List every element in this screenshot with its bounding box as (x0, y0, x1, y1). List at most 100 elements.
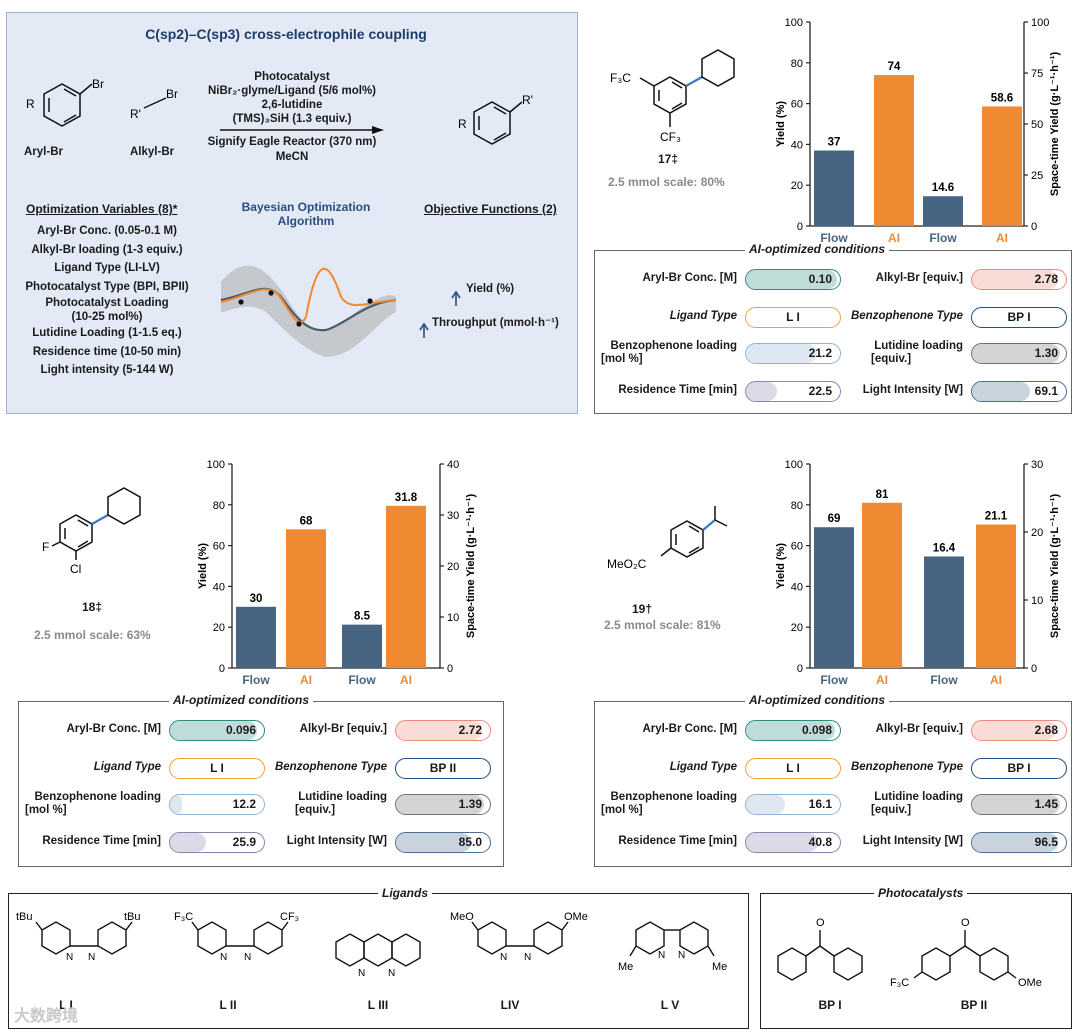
lutidine-pill-fill (972, 344, 1061, 363)
residence-time-pill-value: 40.8 (808, 835, 832, 849)
ligand-label-5: L V (660, 998, 680, 1012)
light-intensity-pill: 85.0 (395, 832, 491, 853)
watermark-text: 大数跨境 (14, 1008, 79, 1025)
y-tick-label: 80 (213, 500, 225, 512)
objective-functions-title: Objective Functions (2) (424, 202, 557, 216)
product-structure (473, 101, 523, 145)
bar-value-label: 58.6 (991, 92, 1013, 104)
bp-loading-pill: 21.2 (745, 343, 841, 364)
ligand-structures: tBu tBu N N F₃C CF₃ N N N N MeO OMe N N Me M… (16, 911, 727, 979)
bp-loading-line1: Benzophenone loading (34, 791, 162, 803)
conditions-panel-19: AI-optimized conditions Aryl-Br Conc. [M]… (594, 693, 1072, 867)
lutidine-line1: Lutidine loading (874, 791, 963, 803)
x-category-label: Flow (930, 673, 958, 687)
y2-tick-label: 40 (447, 459, 459, 471)
light-intensity-pill-value: 85.0 (458, 835, 482, 849)
bp-loading-pill-fill (746, 344, 817, 363)
residence-time-pill: 25.9 (169, 832, 265, 853)
bayesian-optimization-plot (220, 265, 397, 357)
bar-value-label: 68 (300, 515, 313, 527)
objective-up-arrows (419, 290, 461, 338)
bp-loading-pill-value: 21.2 (808, 346, 832, 360)
bp-loading-pill-value: 12.2 (232, 797, 256, 811)
y2-tick-label: 0 (1031, 663, 1037, 675)
svg-text:CF₃: CF₃ (280, 911, 299, 923)
lutidine-pill-fill (396, 795, 485, 814)
light-intensity-label: Light Intensity [W] (286, 835, 387, 847)
residence-time-pill-fill (746, 833, 819, 852)
ligand-label-2: L II (219, 998, 237, 1012)
lutidine-label: Lutidine loading [equiv.] (843, 340, 963, 366)
y-axis-title: Yield (%) (197, 543, 209, 589)
y2-tick-label: 10 (447, 612, 459, 624)
conditions-panel-title: AI-optimized conditions (169, 693, 313, 707)
bp-loading-pill-fill (170, 795, 183, 814)
alkyl-br-pill-fill (972, 270, 1059, 289)
y-tick-label: 40 (791, 581, 803, 593)
product-r-label: R (458, 117, 467, 131)
svg-text:tBu: tBu (124, 911, 141, 923)
conditions-panel-title: AI-optimized conditions (745, 693, 889, 707)
bar-flow-yield (814, 527, 854, 668)
bp-type-pill: BP I (971, 758, 1067, 779)
ligand-type-pill: L I (745, 307, 841, 328)
product-18-label: 18‡ (82, 600, 103, 614)
y2-axis-title: Space-time Yield (g·L⁻¹·h⁻¹) (465, 494, 477, 639)
bp-type-pill-value: BP I (1007, 761, 1031, 775)
conditions-above-arrow: Photocatalyst NiBr₂·glyme/Ligand (5/6 mo… (207, 71, 377, 125)
bar-flow-sty (924, 556, 964, 668)
residence-time-pill: 40.8 (745, 832, 841, 853)
bp-loading-line1: Benzophenone loading (610, 791, 738, 803)
bar-value-label: 74 (888, 61, 901, 73)
conditions-panel-17: AI-optimized conditions Aryl-Br Conc. [M]… (594, 242, 1072, 414)
alkyl-br-pill: 2.78 (971, 269, 1067, 290)
product-19-structure: MeO₂C (607, 506, 728, 571)
y2-tick-label: 50 (1031, 119, 1043, 131)
y2-tick-label: 20 (447, 561, 459, 573)
product-17-structure: F₃C CF₃ (610, 49, 735, 144)
bar-ai-yield (862, 502, 902, 668)
aryl-conc-pill-fill (746, 721, 836, 740)
reaction-scheme-drawing: Br R R' Br R' R (26, 77, 533, 357)
y-tick-label: 0 (797, 663, 803, 675)
light-intensity-pill-fill (972, 382, 1031, 401)
light-intensity-pill-value: 96.5 (1034, 835, 1058, 849)
aryl-conc-pill: 0.10 (745, 269, 841, 290)
lutidine-line1: Lutidine loading (298, 791, 387, 803)
conditions-panel-title: AI-optimized conditions (745, 242, 889, 256)
aryl-conc-pill-fill (746, 270, 838, 289)
y-tick-label: 100 (785, 459, 803, 471)
lutidine-pill: 1.45 (971, 794, 1067, 815)
bp-loading-label: Benzophenone loading [mol %] (595, 340, 737, 366)
y-tick-label: 0 (797, 221, 803, 233)
y-tick-label: 20 (213, 622, 225, 634)
conditions-panel-18: AI-optimized conditions Aryl-Br Conc. [M]… (18, 693, 504, 867)
alkyl-br-pill-value: 2.72 (458, 723, 482, 737)
alkyl-br-pill-fill (396, 721, 482, 740)
x-category-label: AI (996, 231, 1008, 245)
svg-text:F₃C: F₃C (890, 977, 909, 989)
y-tick-label: 20 (791, 622, 803, 634)
product-19-label: 19† (632, 602, 653, 616)
residence-time-pill-value: 22.5 (808, 384, 832, 398)
alkyl-br-pill: 2.72 (395, 720, 491, 741)
bp-loading-line2: [mol %] (25, 804, 67, 816)
svg-text:F₃C: F₃C (174, 911, 193, 923)
ligand-type-label: Ligand Type (669, 761, 737, 773)
bayesian-optimization-title: Bayesian Optimization Algorithm (241, 200, 371, 228)
ligand-label-3: L III (367, 998, 389, 1012)
residence-time-label: Residence Time [min] (618, 384, 737, 396)
product-17-label: 17‡ (658, 152, 679, 166)
alkyl-bromide-structure (143, 97, 167, 109)
bar-value-label: 30 (250, 593, 263, 605)
photocatalysts-title: Photocatalysts (874, 886, 968, 900)
y2-tick-label: 25 (1031, 170, 1043, 182)
bp-loading-pill-fill (746, 795, 785, 814)
y-tick-label: 40 (213, 581, 225, 593)
lutidine-label: Lutidine loading [equiv.] (843, 791, 963, 817)
aryl-conc-pill: 0.096 (169, 720, 265, 741)
y2-tick-label: 30 (447, 510, 459, 522)
x-category-label: Flow (820, 231, 848, 245)
light-intensity-label: Light Intensity [W] (862, 384, 963, 396)
bp-loading-label: Benzophenone loading [mol %] (19, 791, 161, 817)
